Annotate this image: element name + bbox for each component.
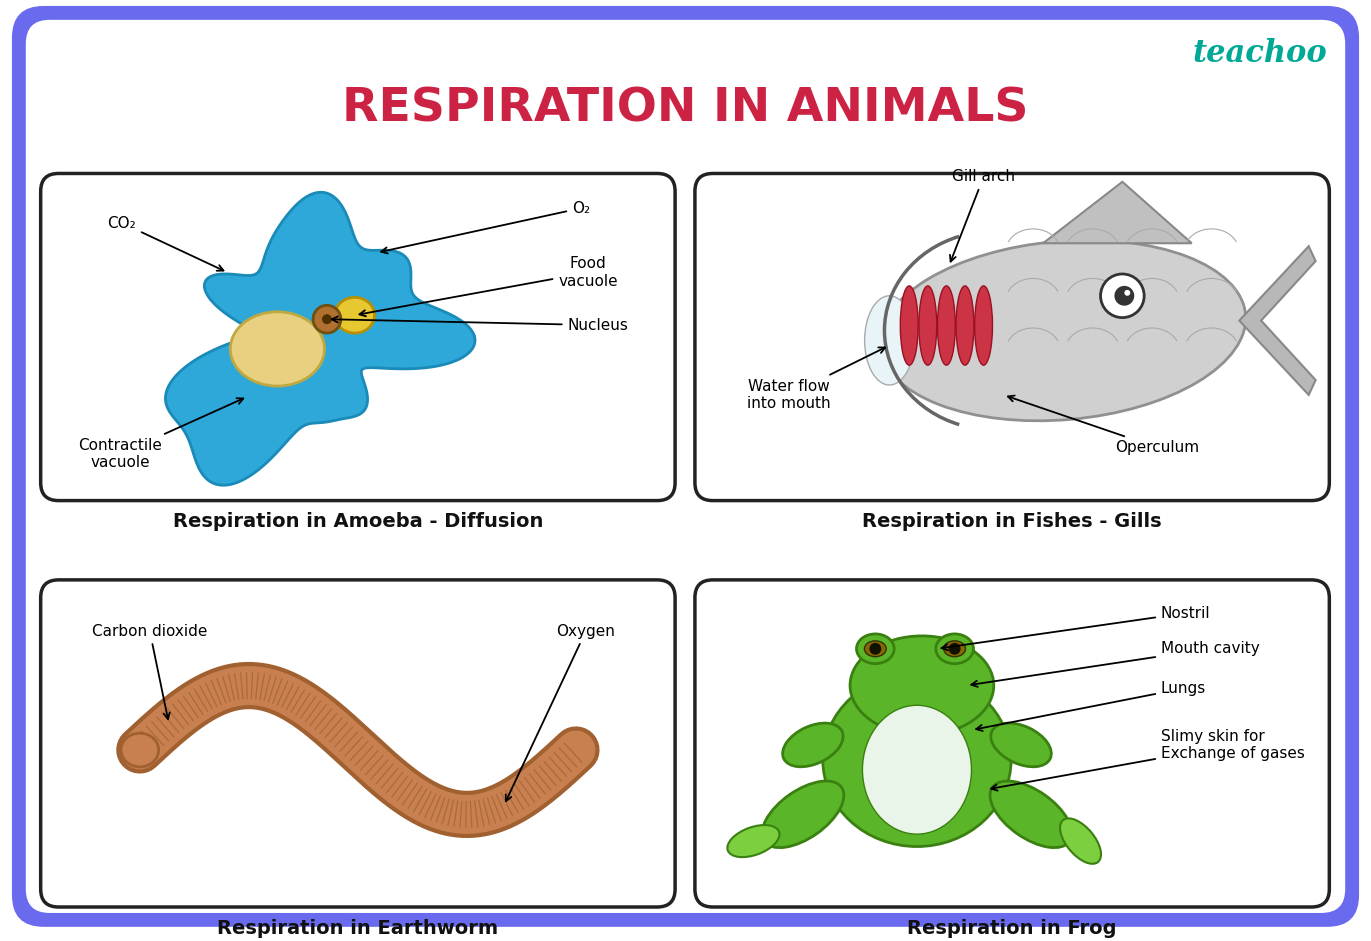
Ellipse shape (728, 825, 780, 857)
Text: Respiration in Frog: Respiration in Frog (908, 919, 1117, 938)
Text: Food
vacuole: Food vacuole (359, 256, 618, 316)
Circle shape (1115, 286, 1134, 306)
FancyBboxPatch shape (26, 20, 1345, 913)
Text: Respiration in Amoeba - Diffusion: Respiration in Amoeba - Diffusion (173, 513, 543, 532)
Text: Gill arch: Gill arch (950, 169, 1015, 262)
Text: CO₂: CO₂ (107, 215, 223, 271)
Ellipse shape (956, 286, 973, 365)
Circle shape (949, 643, 961, 655)
Ellipse shape (335, 297, 374, 333)
Text: Lungs: Lungs (976, 681, 1206, 731)
Ellipse shape (936, 634, 973, 663)
Text: Mouth cavity: Mouth cavity (971, 641, 1260, 687)
Text: Water flow
into mouth: Water flow into mouth (747, 347, 886, 411)
Text: Carbon dioxide: Carbon dioxide (92, 624, 207, 719)
FancyBboxPatch shape (695, 580, 1330, 907)
Polygon shape (166, 192, 474, 486)
Circle shape (869, 643, 882, 655)
Ellipse shape (783, 723, 843, 767)
Ellipse shape (121, 733, 159, 767)
Ellipse shape (943, 641, 965, 657)
FancyBboxPatch shape (41, 580, 675, 907)
Polygon shape (1239, 247, 1316, 395)
Ellipse shape (850, 636, 994, 735)
Polygon shape (1043, 182, 1191, 244)
Ellipse shape (901, 286, 919, 365)
Ellipse shape (1060, 819, 1101, 864)
Ellipse shape (990, 781, 1072, 848)
Ellipse shape (975, 286, 993, 365)
Circle shape (1124, 290, 1130, 295)
Ellipse shape (823, 673, 1012, 847)
Text: Operculum: Operculum (1008, 395, 1200, 455)
Ellipse shape (880, 240, 1246, 421)
Text: Contractile
vacuole: Contractile vacuole (78, 398, 243, 470)
Text: Respiration in Fishes - Gills: Respiration in Fishes - Gills (862, 513, 1163, 532)
Ellipse shape (865, 641, 886, 657)
Ellipse shape (857, 634, 894, 663)
Text: Nucleus: Nucleus (332, 316, 628, 332)
FancyBboxPatch shape (695, 173, 1330, 501)
Text: O₂: O₂ (381, 200, 590, 253)
Circle shape (1101, 274, 1145, 318)
Ellipse shape (938, 286, 956, 365)
Ellipse shape (230, 311, 325, 386)
Circle shape (322, 314, 332, 324)
FancyBboxPatch shape (12, 6, 1359, 927)
Ellipse shape (762, 781, 845, 848)
Ellipse shape (862, 706, 972, 834)
Ellipse shape (991, 723, 1052, 767)
Ellipse shape (865, 295, 914, 385)
Text: teachoo: teachoo (1193, 38, 1327, 69)
Text: Respiration in Earthworm: Respiration in Earthworm (218, 919, 499, 938)
Text: Nostril: Nostril (942, 606, 1211, 650)
Circle shape (313, 305, 341, 333)
Text: RESPIRATION IN ANIMALS: RESPIRATION IN ANIMALS (343, 87, 1028, 132)
Text: Slimy skin for
Exchange of gases: Slimy skin for Exchange of gases (991, 728, 1305, 790)
Ellipse shape (919, 286, 936, 365)
Text: Oxygen: Oxygen (506, 624, 616, 801)
FancyBboxPatch shape (41, 173, 675, 501)
